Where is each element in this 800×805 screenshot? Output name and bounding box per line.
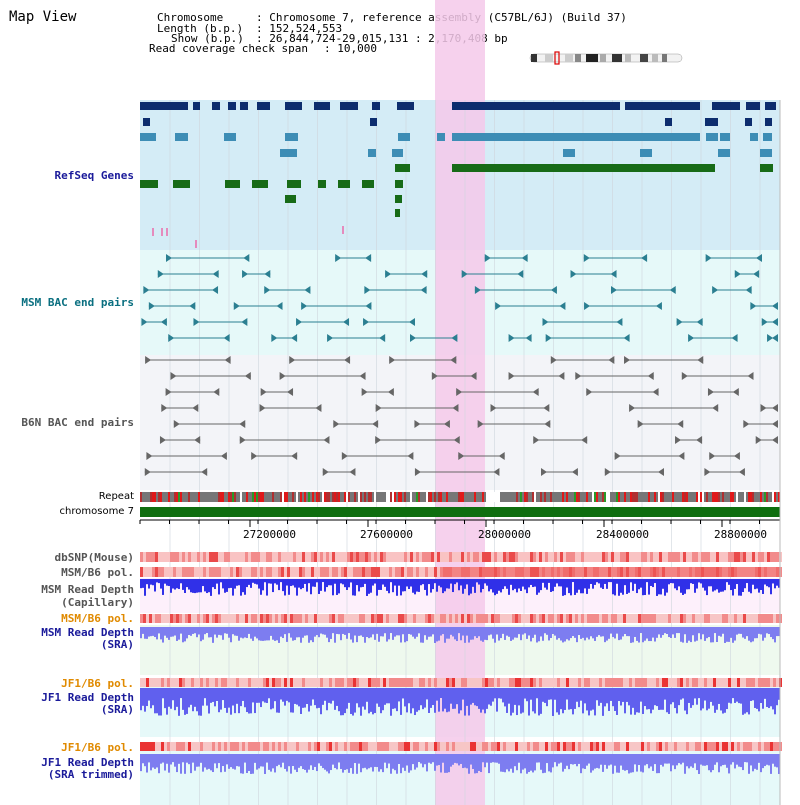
gene-feature[interactable] (745, 118, 752, 126)
read-depth-tracks[interactable] (140, 579, 780, 774)
gene-feature[interactable] (395, 209, 400, 217)
gene-feature[interactable] (212, 102, 220, 110)
gene-feature[interactable] (314, 102, 330, 110)
track-label-jf1-depth-sra-2[interactable]: (SRA) (100, 703, 134, 716)
gene-feature[interactable] (193, 102, 200, 110)
chromosome-label: Chromosome (157, 11, 224, 24)
gene-feature[interactable] (746, 102, 760, 110)
gene-feature[interactable] (398, 133, 410, 141)
gene-feature[interactable] (318, 180, 326, 188)
chromosome-ideogram[interactable] (529, 51, 683, 65)
gene-feature[interactable] (252, 180, 268, 188)
track-label-msm-bac[interactable]: MSM BAC end pairs (21, 296, 134, 309)
gene-feature[interactable] (712, 102, 740, 110)
gene-feature[interactable] (392, 149, 403, 157)
track-label-jf1-pol-1[interactable]: JF1/B6 pol. (61, 677, 134, 690)
axis-tick-label: 27600000 (360, 528, 413, 541)
gene-feature[interactable] (338, 180, 350, 188)
gene-feature[interactable] (240, 102, 248, 110)
coverage-label: Read coverage check span (149, 42, 308, 55)
gene-feature[interactable] (395, 164, 410, 172)
gene-feature[interactable] (140, 102, 188, 110)
gene-feature[interactable] (362, 180, 374, 188)
gene-feature[interactable] (143, 118, 150, 126)
gene-feature[interactable] (224, 133, 236, 141)
gene-feature[interactable] (397, 102, 414, 110)
position-axis (139, 519, 780, 527)
refseq-features[interactable] (140, 102, 776, 248)
msm-bac-features[interactable] (141, 254, 778, 342)
gene-feature[interactable] (665, 118, 672, 126)
chromosome-bar[interactable] (140, 507, 780, 517)
gene-feature[interactable] (763, 133, 772, 141)
gene-feature[interactable] (370, 118, 377, 126)
vertical-gridlines (169, 100, 761, 805)
track-label-msm-pol-1[interactable]: MSM/B6 pol. (61, 566, 134, 579)
gene-feature[interactable] (368, 149, 376, 157)
length-label: Length (b.p.) (157, 22, 244, 35)
track-label-jf1-depth-trim-2[interactable]: (SRA trimmed) (47, 768, 134, 781)
axis-tick-label: 28800000 (714, 528, 767, 541)
axis-tick-label: 28000000 (478, 528, 531, 541)
gene-feature[interactable] (228, 102, 236, 110)
gene-feature[interactable] (452, 102, 620, 110)
gene-feature[interactable] (640, 149, 652, 157)
gene-feature[interactable] (287, 180, 301, 188)
track-label-dbsnp[interactable]: dbSNP(Mouse) (54, 551, 134, 564)
gene-feature[interactable] (452, 133, 700, 141)
gene-feature[interactable] (720, 133, 730, 141)
gene-feature[interactable] (563, 149, 575, 157)
track-label-jf1-depth-trim-1[interactable]: JF1 Read Depth (41, 756, 134, 769)
track-label-msm-depth-sra-2[interactable]: (SRA) (100, 638, 134, 651)
show-label: Show (b.p.) (171, 32, 244, 45)
gene-feature[interactable] (225, 180, 240, 188)
track-label-jf1-depth-sra-1[interactable]: JF1 Read Depth (41, 691, 134, 704)
repeat-track[interactable] (140, 492, 780, 502)
page-title: Map View (9, 9, 77, 25)
track-label-b6n-bac[interactable]: B6N BAC end pairs (21, 416, 134, 429)
gene-feature[interactable] (285, 102, 302, 110)
axis-tick-label: 27200000 (243, 528, 296, 541)
length-value: : 152,524,553 (256, 22, 343, 35)
coverage-value: : 10,000 (324, 42, 377, 55)
gene-feature[interactable] (706, 133, 718, 141)
track-label-msm-depth-sra-1[interactable]: MSM Read Depth (41, 626, 134, 639)
gene-feature[interactable] (625, 102, 700, 110)
gene-feature[interactable] (437, 133, 445, 141)
gene-feature[interactable] (452, 164, 715, 172)
b6n-bac-features[interactable] (144, 356, 778, 476)
gene-feature[interactable] (285, 195, 296, 203)
track-label-chromosome[interactable]: chromosome 7 (59, 506, 134, 517)
gene-feature[interactable] (760, 164, 773, 172)
gene-feature[interactable] (140, 180, 158, 188)
gene-feature[interactable] (395, 195, 402, 203)
gene-feature[interactable] (395, 180, 403, 188)
gene-feature[interactable] (280, 149, 297, 157)
gene-feature[interactable] (718, 149, 730, 157)
gene-feature[interactable] (705, 118, 718, 126)
track-label-refseq[interactable]: RefSeq Genes (54, 169, 134, 182)
track-label-msm-depth-cap-1[interactable]: MSM Read Depth (41, 583, 134, 596)
gene-feature[interactable] (285, 133, 298, 141)
heatmap-tracks[interactable] (140, 552, 782, 751)
gene-feature[interactable] (765, 118, 772, 126)
gene-feature[interactable] (372, 102, 380, 110)
gene-feature[interactable] (765, 102, 776, 110)
track-label-jf1-pol-2[interactable]: JF1/B6 pol. (61, 741, 134, 754)
axis-tick-label: 28400000 (596, 528, 649, 541)
gene-feature[interactable] (760, 149, 772, 157)
track-label-repeat[interactable]: Repeat (98, 491, 134, 502)
gene-feature[interactable] (175, 133, 188, 141)
gene-feature[interactable] (340, 102, 358, 110)
track-label-msm-pol-2[interactable]: MSM/B6 pol. (61, 612, 134, 625)
gene-feature[interactable] (173, 180, 190, 188)
gene-feature[interactable] (750, 133, 758, 141)
gene-feature[interactable] (140, 133, 156, 141)
track-label-msm-depth-cap-2[interactable]: (Capillary) (61, 596, 134, 609)
gene-feature[interactable] (257, 102, 270, 110)
